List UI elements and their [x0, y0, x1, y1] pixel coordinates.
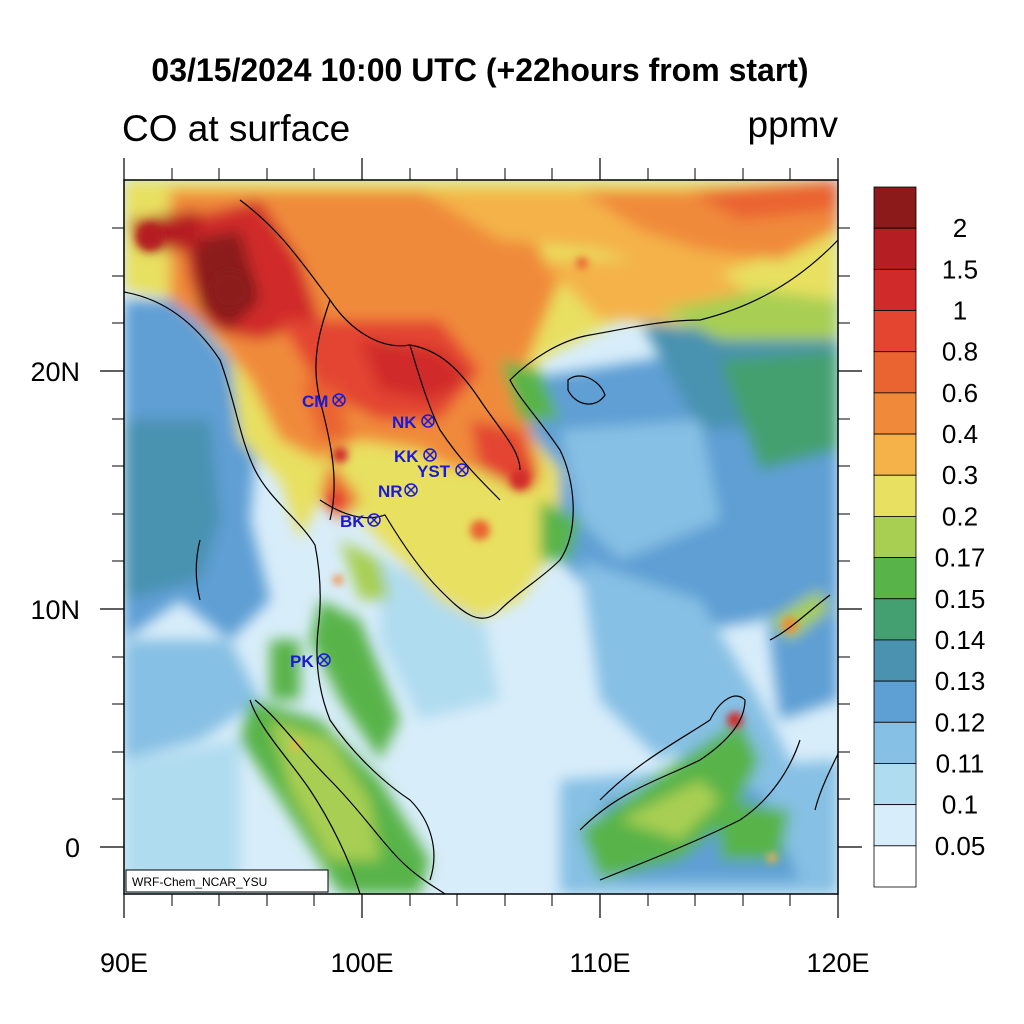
y-tick-label: 0	[65, 833, 80, 863]
y-tick-label: 20N	[30, 357, 80, 387]
colorbar-swatch	[873, 721, 917, 764]
axis-ticks	[100, 158, 862, 918]
units-label: ppmv	[747, 104, 838, 145]
site-bk: BK	[340, 512, 381, 531]
site-markers: CM NK KK YST NR BK P	[290, 392, 469, 671]
colorbar-swatch	[873, 639, 917, 682]
site-cm: CM	[302, 392, 346, 411]
colorbar-level-label: 0.3	[942, 460, 978, 490]
colorbar-level-label: 1	[953, 296, 967, 326]
x-tick-label: 120E	[806, 948, 869, 978]
site-nr: NR	[378, 482, 418, 501]
site-marker-icon	[404, 483, 418, 497]
x-tick-label: 90E	[100, 948, 148, 978]
colorbar-level-label: 0.8	[942, 337, 978, 367]
credit-box	[125, 869, 329, 893]
site-label: NR	[378, 482, 403, 501]
x-tick-label: 100E	[330, 948, 393, 978]
colorbar-level-label: 0.13	[935, 666, 986, 696]
colorbar-level-label: 0.2	[942, 501, 978, 531]
site-label: KK	[394, 447, 419, 466]
minor-ticks	[112, 168, 850, 906]
site-marker-icon	[455, 463, 469, 477]
colorbar-swatch	[873, 474, 917, 517]
colorbar-level-label: 0.05	[935, 831, 986, 861]
variable-label: CO at surface	[122, 108, 351, 149]
colorbar: 2 1.5 1 0.8 0.6 0.4 0.3 0.2 0.17 0.15 0.14 0.13 0.12…	[873, 186, 986, 888]
colorbar-swatch	[873, 516, 917, 558]
site-marker-icon	[332, 393, 346, 407]
colorbar-level-label: 1.5	[942, 254, 978, 284]
site-label: BK	[340, 512, 365, 531]
colorbar-level-label: 0.14	[935, 625, 986, 655]
site-nk: NK	[392, 413, 435, 432]
colorbar-level-label: 2	[953, 213, 967, 243]
concentration-field	[124, 180, 838, 894]
site-marker-icon	[423, 448, 437, 462]
x-tick-label: 110E	[569, 948, 630, 978]
colorbar-swatch	[873, 268, 917, 311]
colorbar-level-label: 0.1	[942, 790, 978, 820]
map-title: 03/15/2024 10:00 UTC (+22hours from star…	[151, 52, 809, 88]
map-frame	[123, 179, 839, 895]
colorbar-swatch	[873, 392, 917, 435]
site-yst: YST	[417, 462, 469, 481]
site-label: NK	[392, 413, 417, 432]
site-marker-icon	[317, 653, 331, 667]
colorbar-swatch	[873, 763, 917, 806]
coastlines	[124, 199, 838, 894]
model-credit: WRF-Chem_NCAR_YSU	[132, 875, 267, 889]
colorbar-swatch	[873, 845, 917, 888]
site-kk: KK	[394, 447, 437, 466]
colorbar-swatch	[873, 598, 917, 641]
colorbar-level-label: 0.12	[935, 707, 986, 737]
colorbar-swatch	[873, 186, 917, 229]
colorbar-level-label: 0.11	[936, 748, 985, 778]
colorbar-swatch	[873, 310, 917, 353]
site-pk: PK	[290, 652, 331, 671]
colorbar-level-label: 0.15	[935, 584, 986, 614]
colorbar-swatch	[873, 680, 917, 723]
site-marker-icon	[421, 414, 435, 428]
site-marker-icon	[367, 513, 381, 527]
site-label: CM	[302, 392, 328, 411]
colorbar-swatch	[873, 804, 917, 847]
colorbar-swatch	[873, 227, 917, 270]
colorbar-level-label: 0.17	[935, 543, 986, 573]
y-tick-label: 10N	[30, 595, 80, 625]
colorbar-swatch	[873, 351, 917, 394]
site-label: YST	[417, 462, 451, 481]
colorbar-level-label: 0.6	[942, 378, 978, 408]
colorbar-swatch	[873, 433, 917, 476]
site-label: PK	[290, 652, 314, 671]
colorbar-level-label: 0.4	[942, 419, 978, 449]
colorbar-swatch	[873, 557, 917, 600]
